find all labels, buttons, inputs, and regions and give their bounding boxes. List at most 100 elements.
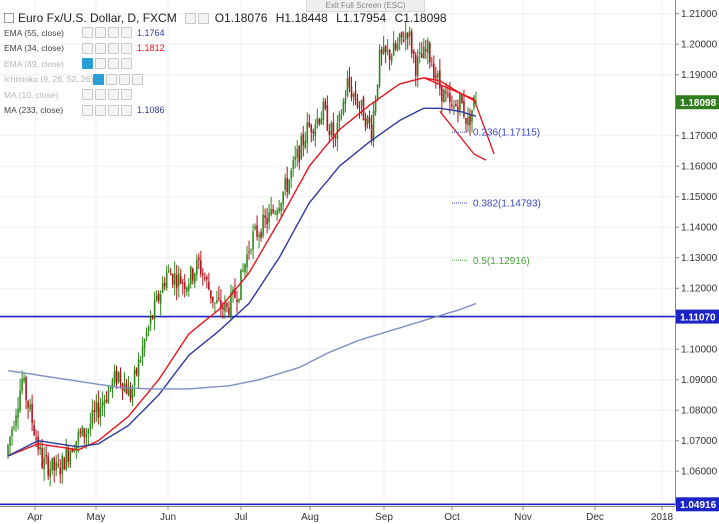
- candle-body: [360, 100, 363, 106]
- more-icon[interactable]: [121, 104, 132, 116]
- candle-body: [181, 282, 184, 284]
- eye-toggle-icon[interactable]: [82, 89, 93, 101]
- settings-icon[interactable]: [95, 89, 106, 101]
- candle-body: [449, 93, 451, 103]
- indicator-row[interactable]: EMA (89, close): [4, 56, 452, 72]
- candle-body: [350, 86, 353, 98]
- close-icon[interactable]: [108, 58, 119, 70]
- series-line: [7, 302, 477, 390]
- candle-body: [439, 70, 441, 89]
- close-icon[interactable]: [108, 104, 119, 116]
- candle-body: [196, 260, 198, 275]
- more-icon[interactable]: [121, 89, 132, 101]
- candle-body: [234, 288, 236, 298]
- indicator-controls: [82, 42, 132, 54]
- candle-body: [222, 306, 224, 310]
- indicator-row[interactable]: MA (10, close): [4, 87, 452, 103]
- candle-body: [187, 284, 190, 291]
- candle-body: [129, 386, 132, 400]
- eye-toggle-icon[interactable]: [93, 73, 105, 85]
- candle-body: [258, 235, 260, 238]
- indicator-row[interactable]: EMA (55, close) 1.1764: [4, 25, 452, 41]
- candle-body: [143, 339, 146, 349]
- candle-body: [326, 105, 329, 131]
- candle-body: [414, 55, 417, 76]
- close-icon[interactable]: [108, 27, 119, 39]
- candle-body: [157, 293, 160, 301]
- candle-body: [161, 282, 164, 293]
- settings-icon[interactable]: [95, 58, 106, 70]
- candle-body: [127, 386, 130, 397]
- open-value: O1.18076: [214, 11, 268, 25]
- y-tick-label: 1.06000: [681, 467, 718, 478]
- candle-body: [376, 84, 379, 100]
- candle-body: [244, 264, 246, 273]
- candle-body: [119, 372, 122, 383]
- candle-body: [91, 410, 94, 425]
- more-icon[interactable]: [121, 27, 132, 39]
- settings-icon[interactable]: [197, 12, 209, 24]
- candle-body: [81, 426, 84, 436]
- candle-body: [260, 232, 262, 238]
- close-icon[interactable]: [119, 73, 131, 85]
- y-tick-label: 1.16000: [681, 162, 718, 173]
- candle-body: [354, 91, 357, 101]
- more-icon[interactable]: [121, 58, 132, 70]
- candle-body: [467, 117, 469, 126]
- more-icon[interactable]: [132, 73, 144, 85]
- more-icon[interactable]: [121, 42, 132, 54]
- candle-body: [390, 55, 393, 62]
- candle-body: [133, 370, 136, 386]
- candle-body: [218, 297, 220, 300]
- eye-toggle-icon[interactable]: [82, 58, 93, 70]
- candle-body: [408, 31, 411, 36]
- candle-body: [262, 214, 264, 236]
- settings-icon[interactable]: [95, 104, 106, 116]
- candle-body: [89, 423, 92, 429]
- x-tick-label: Dec: [586, 512, 604, 523]
- candle-body: [370, 124, 373, 140]
- candle-body: [457, 106, 459, 113]
- candle-body: [49, 468, 51, 478]
- candle-body: [256, 225, 258, 237]
- candle-body: [294, 157, 297, 160]
- y-tick-label: 1.17000: [681, 131, 718, 142]
- candle-body: [117, 372, 120, 382]
- eye-toggle-icon[interactable]: [184, 12, 196, 24]
- symbol-title: Euro Fx/U.S. Dollar, D, FXCM: [18, 11, 177, 25]
- candle-body: [284, 178, 286, 190]
- close-icon[interactable]: [108, 89, 119, 101]
- candle-body: [392, 42, 395, 56]
- candle-body: [364, 118, 367, 128]
- candle-body: [65, 448, 68, 470]
- exit-fullscreen-button[interactable]: Exit Full Screen (ESC): [306, 0, 425, 12]
- candle-body: [99, 407, 102, 417]
- candle-body: [372, 111, 375, 141]
- settings-icon[interactable]: [95, 42, 106, 54]
- eye-toggle-icon[interactable]: [82, 42, 93, 54]
- collapse-legend-icon[interactable]: [4, 13, 14, 23]
- candle-body: [380, 49, 383, 54]
- candle-body: [304, 141, 307, 148]
- candle-body: [59, 467, 62, 475]
- candle-body: [238, 298, 240, 302]
- candle-body: [15, 415, 17, 426]
- candle-body: [431, 65, 433, 67]
- indicator-row[interactable]: MA (233, close) 1.1086: [4, 103, 452, 119]
- triangle-line: [473, 153, 487, 161]
- settings-icon[interactable]: [95, 27, 106, 39]
- close-icon[interactable]: [108, 42, 119, 54]
- x-tick-label: Jun: [160, 512, 176, 523]
- candle-body: [314, 124, 317, 136]
- indicator-row[interactable]: EMA (34, close) 1.1812: [4, 41, 452, 57]
- candle-body: [173, 272, 176, 285]
- indicator-list: EMA (55, close) 1.1764 EMA (34, close) 1.18…: [4, 25, 452, 118]
- indicator-row[interactable]: Ichimoku (9, 26, 52, 26): [4, 72, 452, 88]
- candle-body: [426, 40, 429, 54]
- settings-icon[interactable]: [106, 73, 118, 85]
- candle-body: [322, 101, 325, 121]
- eye-toggle-icon[interactable]: [82, 104, 93, 116]
- eye-toggle-icon[interactable]: [82, 27, 93, 39]
- candle-body: [149, 316, 152, 325]
- y-tick-label: 1.19000: [681, 70, 718, 81]
